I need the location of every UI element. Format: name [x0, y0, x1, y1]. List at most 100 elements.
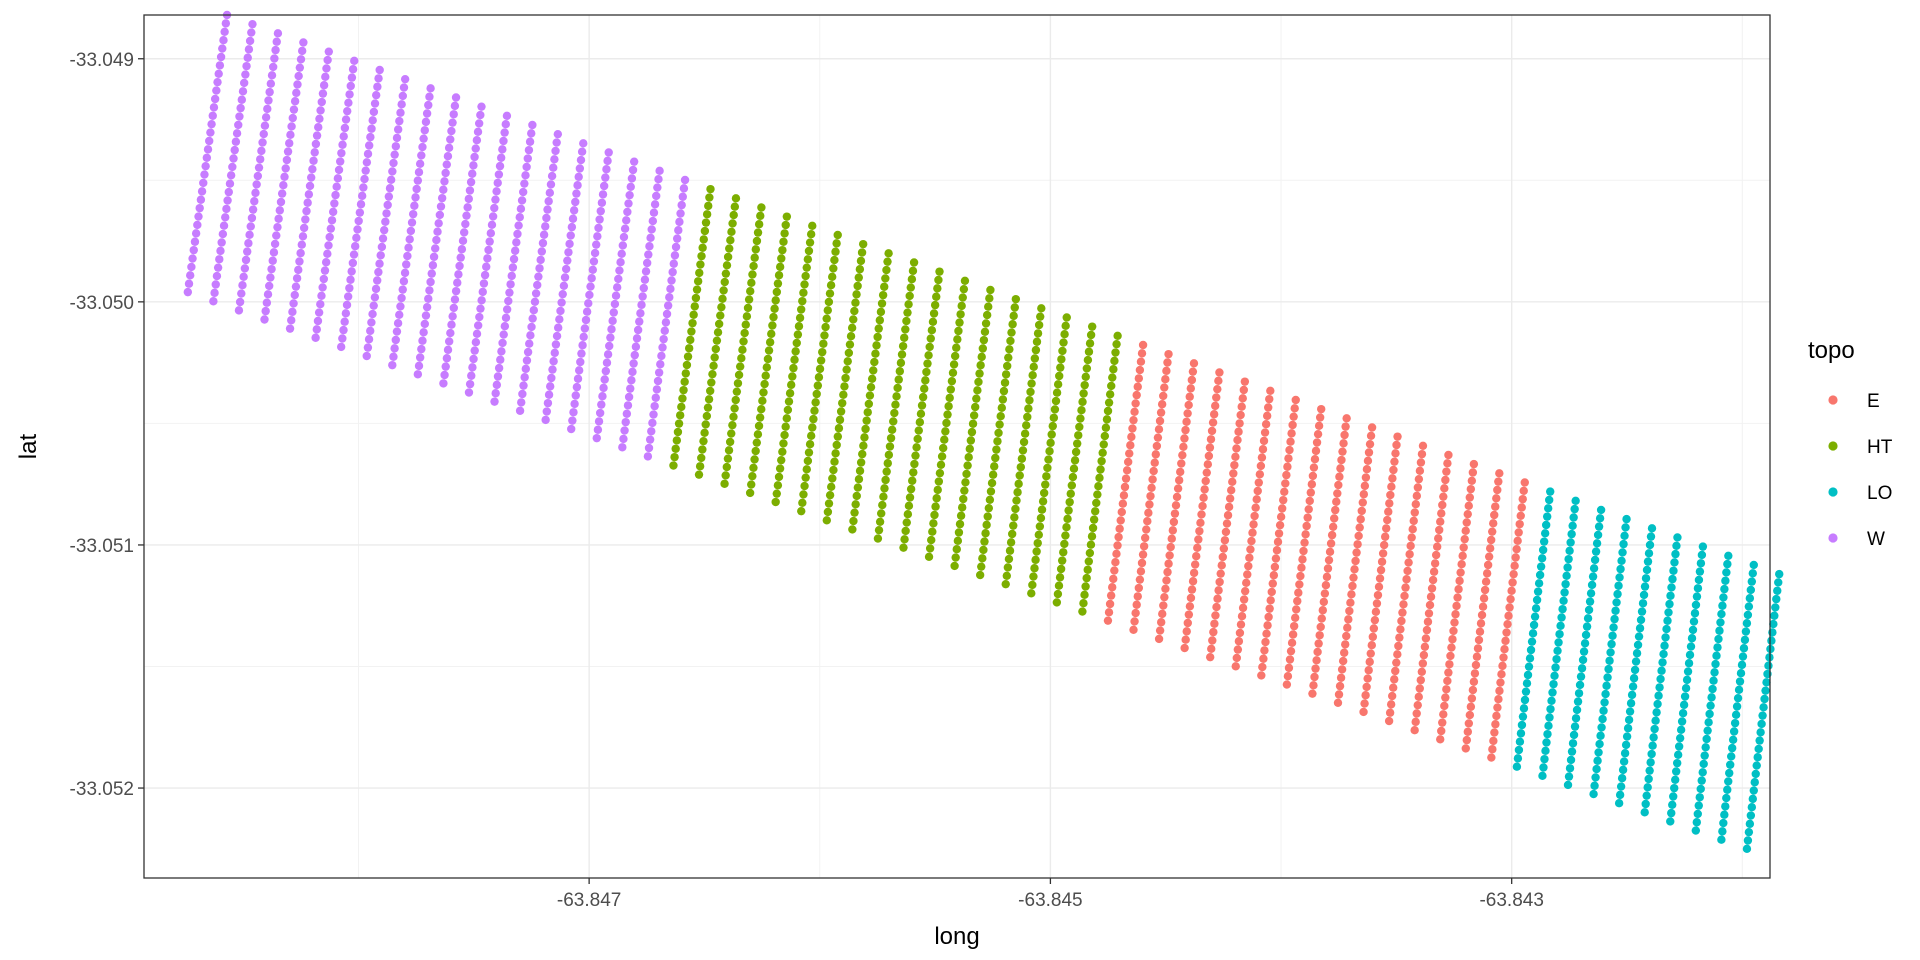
point-HT	[752, 236, 762, 246]
point-W	[494, 363, 504, 373]
point-HT	[672, 436, 682, 445]
point-E	[1513, 536, 1522, 546]
point-HT	[852, 491, 861, 501]
point-W	[646, 233, 655, 243]
point-LO	[1541, 746, 1550, 756]
point-E	[1307, 480, 1317, 489]
legend-label-E: E	[1867, 391, 1880, 412]
point-HT	[738, 345, 747, 355]
point-W	[345, 283, 354, 293]
point-LO	[1696, 559, 1706, 568]
point-HT	[847, 323, 857, 333]
point-W	[295, 63, 305, 72]
point-E	[1127, 432, 1136, 442]
point-E	[1412, 491, 1422, 501]
point-W	[360, 174, 369, 184]
point-E	[1373, 590, 1383, 600]
point-E	[1437, 726, 1446, 736]
point-HT	[873, 534, 883, 543]
point-HT	[814, 373, 824, 382]
point-HT	[697, 251, 706, 261]
point-W	[599, 383, 608, 393]
point-E	[1333, 698, 1343, 708]
point-HT	[1011, 294, 1021, 304]
point-HT	[855, 466, 865, 476]
point-E	[1182, 627, 1191, 636]
point-W	[391, 335, 400, 345]
point-W	[522, 162, 531, 172]
point-LO	[1691, 826, 1701, 835]
point-E	[1349, 573, 1358, 582]
point-W	[421, 117, 431, 127]
point-LO	[1604, 664, 1613, 674]
point-W	[208, 111, 217, 120]
point-HT	[947, 376, 957, 386]
point-W	[600, 375, 609, 384]
point-W	[645, 242, 654, 251]
point-LO	[1726, 760, 1735, 769]
point-LO	[1668, 574, 1677, 584]
point-HT	[755, 413, 765, 422]
point-LO	[1685, 650, 1695, 660]
point-LO	[1719, 593, 1728, 602]
point-W	[588, 265, 598, 275]
point-HT	[1019, 437, 1029, 447]
point-E	[1420, 642, 1430, 651]
point-W	[488, 212, 498, 221]
point-HT	[798, 498, 807, 507]
point-E	[1109, 574, 1118, 584]
point-LO	[1697, 776, 1706, 785]
point-LO	[1735, 677, 1745, 686]
point-HT	[740, 328, 749, 338]
point-LO	[1586, 589, 1596, 598]
point-E	[1210, 619, 1219, 628]
point-W	[184, 279, 194, 288]
point-E	[1390, 457, 1399, 466]
point-W	[375, 259, 384, 268]
point-LO	[1602, 681, 1611, 690]
point-W	[623, 207, 632, 217]
point-LO	[1585, 597, 1595, 606]
point-W	[527, 129, 536, 138]
point-E	[1143, 517, 1152, 526]
point-LO	[1769, 619, 1778, 629]
point-W	[367, 318, 376, 327]
point-E	[1284, 454, 1293, 463]
point-HT	[795, 313, 805, 323]
point-E	[1169, 517, 1179, 527]
point-HT	[929, 309, 939, 318]
point-HT	[729, 412, 738, 421]
point-HT	[784, 397, 794, 406]
point-W	[451, 286, 461, 296]
point-W	[449, 110, 458, 119]
point-HT	[682, 360, 692, 370]
point-HT	[936, 460, 946, 469]
point-LO	[1672, 758, 1682, 768]
point-LO	[1571, 496, 1580, 505]
point-HT	[1096, 465, 1105, 474]
point-E	[1380, 532, 1390, 541]
point-HT	[913, 434, 922, 444]
point-E	[1218, 552, 1228, 562]
point-E	[1406, 541, 1415, 551]
point-HT	[861, 424, 870, 434]
point-E	[1402, 575, 1411, 584]
point-LO	[1556, 621, 1565, 631]
point-E	[1121, 474, 1131, 483]
point-LO	[1542, 738, 1551, 747]
point-LO	[1560, 588, 1569, 597]
point-HT	[702, 210, 712, 219]
point-HT	[823, 507, 833, 517]
point-E	[1152, 441, 1162, 451]
point-W	[549, 357, 558, 366]
point-HT	[772, 287, 782, 297]
point-W	[225, 179, 235, 188]
point-W	[336, 342, 346, 352]
point-E	[1249, 520, 1258, 529]
point-HT	[1083, 355, 1093, 365]
point-E	[1339, 648, 1349, 657]
point-E	[1112, 549, 1121, 559]
point-E	[1498, 661, 1507, 671]
point-HT	[745, 488, 755, 498]
point-W	[448, 118, 457, 127]
